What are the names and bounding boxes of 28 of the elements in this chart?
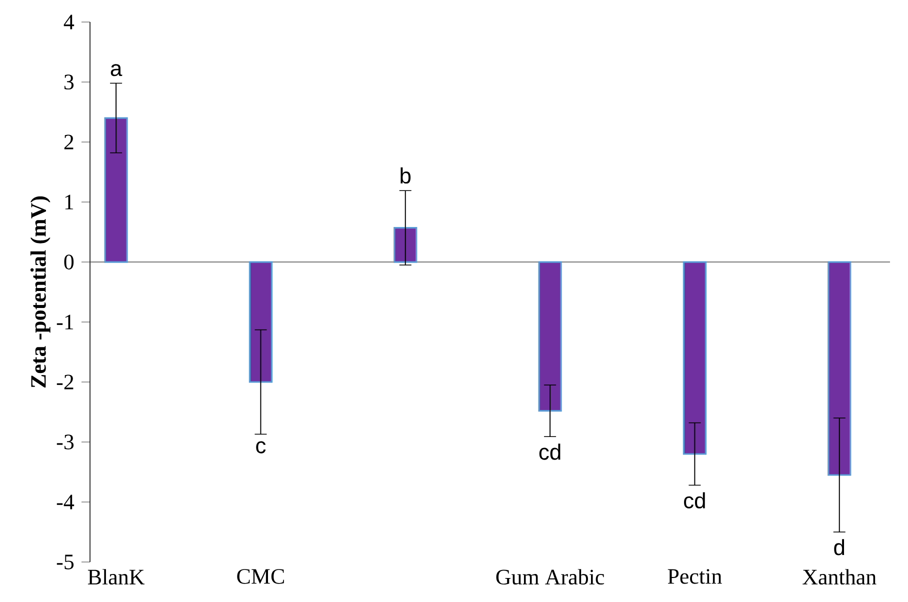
x-tick-label: Pectin bbox=[668, 569, 722, 584]
x-tick-label: CMC bbox=[237, 569, 284, 584]
y-tick-label: 4 bbox=[64, 14, 74, 30]
bar bbox=[828, 261, 852, 476]
x-tick-label: Gum Arabic bbox=[496, 569, 604, 585]
bar bbox=[104, 117, 128, 263]
y-tick-label: -4 bbox=[56, 494, 74, 510]
y-tick-label: 0 bbox=[64, 254, 74, 270]
y-tick-label: -2 bbox=[56, 374, 74, 390]
bar bbox=[682, 261, 707, 455]
y-tick-label: 2 bbox=[64, 134, 74, 150]
annotation: b bbox=[400, 167, 411, 184]
annotation: cd bbox=[684, 492, 705, 508]
y-tick-label: -1 bbox=[56, 314, 74, 330]
annotation: cd bbox=[539, 444, 560, 460]
annotation: a bbox=[110, 64, 122, 76]
y-tick-label: 3 bbox=[64, 74, 74, 90]
y-tick-label: 1 bbox=[65, 194, 74, 210]
x-tick-label: BlanK bbox=[88, 569, 145, 585]
annotation: c bbox=[256, 441, 266, 454]
bar bbox=[538, 261, 562, 412]
bar bbox=[248, 261, 273, 383]
y-tick-label: -5 bbox=[56, 554, 74, 570]
annotation: d bbox=[834, 539, 844, 556]
bar bbox=[394, 227, 418, 263]
x-tick-label: Xanthan bbox=[802, 569, 876, 585]
y-axis-title: Zeta -potential (mV) bbox=[30, 196, 50, 388]
y-tick-label: -3 bbox=[56, 434, 74, 450]
